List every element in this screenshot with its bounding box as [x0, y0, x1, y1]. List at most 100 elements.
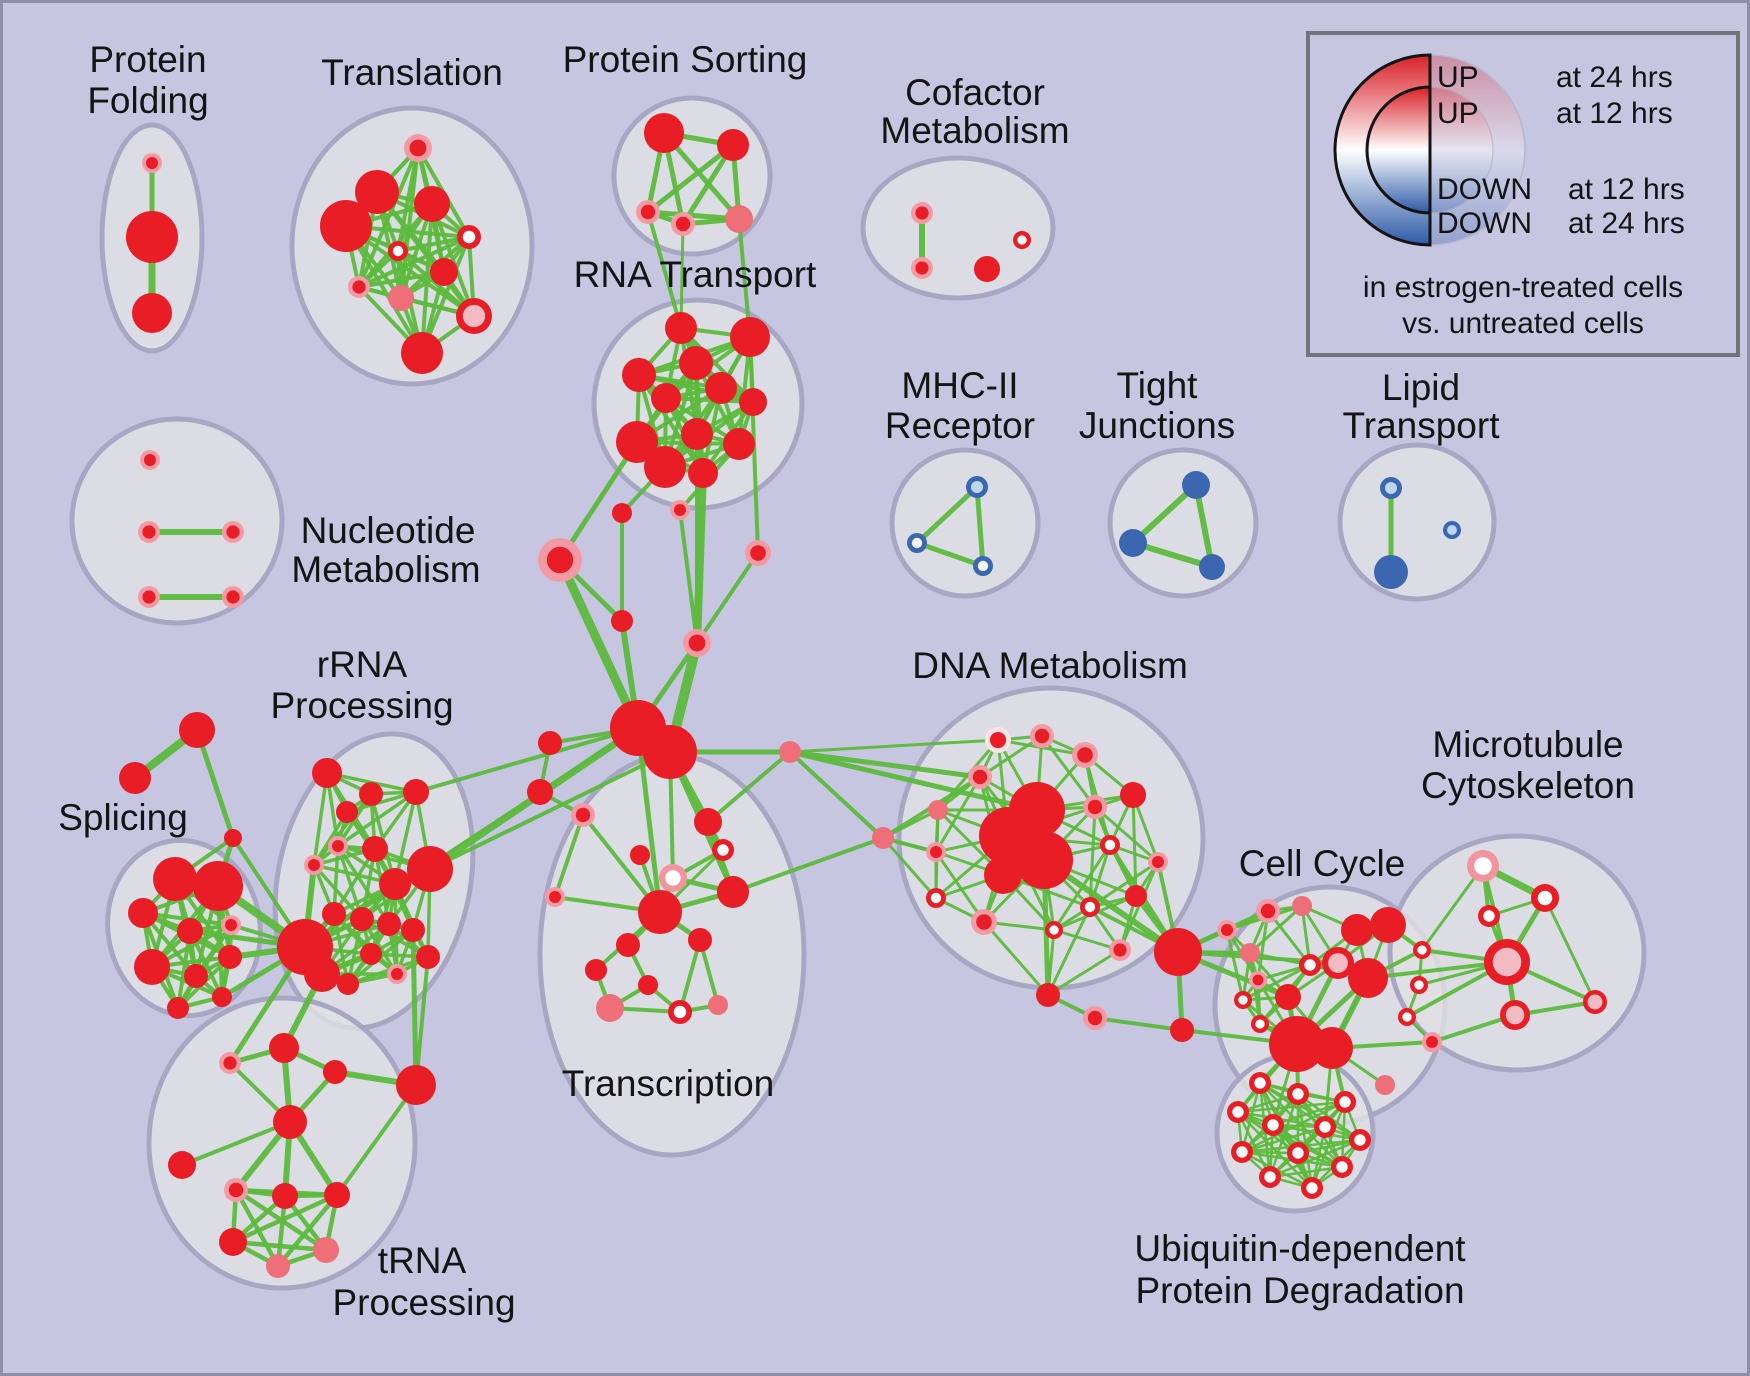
network-edge: [420, 202, 434, 355]
legend: UP at 24 hrs UP at 12 hrs DOWN at 12 hrs DOWN a…: [1306, 31, 1740, 357]
network-node-rt2: [730, 317, 770, 357]
cluster-label-mhc-ii-receptor: MHC-II: [901, 365, 1018, 406]
network-node-rr10: [322, 902, 346, 926]
network-edge: [645, 142, 736, 215]
network-node-center-cc7: [1304, 959, 1316, 971]
network-edge: [637, 373, 755, 404]
legend-time-2: at 12 hrs: [1568, 173, 1685, 206]
legend-direction-3: DOWN: [1437, 207, 1532, 240]
legend-direction-0: UP: [1437, 61, 1479, 94]
network-node-x6: [779, 741, 801, 763]
network-edge: [555, 555, 643, 733]
network-node-tj2: [1119, 529, 1147, 557]
network-node-center-nm4: [142, 590, 156, 604]
network-node-sp4: [177, 918, 203, 944]
network-node-rr3: [403, 779, 429, 805]
network-node-center-ps4: [675, 216, 691, 232]
network-node-tn14: [638, 975, 658, 995]
network-edge: [357, 235, 471, 289]
network-node-center-x3: [750, 545, 766, 561]
network-node-center-lp3: [1447, 525, 1457, 535]
network-node-rt10: [723, 428, 755, 460]
cluster-label-transcription: Transcription: [562, 1063, 774, 1104]
network-node-center-mh2: [911, 537, 923, 549]
network-edge: [428, 750, 672, 871]
network-node-cf3: [974, 256, 1000, 282]
network-node-center-tn16: [673, 1005, 687, 1019]
network-node-cc4: [1370, 907, 1406, 943]
legend-time-3: at 24 hrs: [1568, 207, 1685, 240]
network-node-center-nm3: [226, 525, 240, 539]
network-node-center-ub6: [1319, 1121, 1331, 1133]
network-node-tl11: [401, 332, 443, 374]
network-edge: [336, 790, 418, 848]
network-edge: [1052, 928, 1122, 952]
network-node-cc2: [1292, 896, 1312, 916]
network-node-center-dm23: [1087, 1010, 1103, 1026]
network-node-center-x0: [546, 546, 574, 574]
network-node-rt1: [665, 312, 697, 344]
network-node-center-ub1: [1254, 1077, 1266, 1089]
network-node-center-mt1: [1474, 857, 1492, 875]
cluster-label-dna-metabolism: DNA Metabolism: [912, 645, 1188, 686]
network-edge: [1236, 1110, 1272, 1179]
network-edge: [1258, 1081, 1314, 1190]
network-node-tn15: [596, 994, 624, 1022]
network-node-center-tr1: [223, 1056, 237, 1070]
network-edge: [974, 484, 986, 569]
network-node-rr2: [359, 782, 383, 806]
network-node-center-rr5: [332, 840, 344, 852]
network-node-sp10: [167, 997, 189, 1019]
network-node-center-dm2: [1034, 728, 1050, 744]
network-node-sp8: [218, 945, 242, 969]
network-node-rr9: [407, 846, 453, 892]
network-node-dm24: [1036, 983, 1060, 1007]
network-node-center-ub8: [1236, 1146, 1248, 1158]
network-edge: [706, 750, 792, 824]
network-node-ps5: [725, 205, 753, 233]
network-edge: [357, 270, 446, 289]
network-node-rt6: [651, 383, 681, 413]
network-node-center-mt4: [1492, 947, 1522, 977]
network-node-center-tl8: [352, 280, 366, 294]
network-node-tn10: [638, 890, 682, 934]
network-edge: [414, 726, 640, 794]
network-node-rt5: [705, 372, 737, 404]
legend-time-0: at 24 hrs: [1556, 61, 1673, 94]
network-edge: [1268, 1165, 1344, 1179]
network-edge: [1240, 1125, 1327, 1154]
cluster-label-splicing: Splicing: [58, 797, 188, 838]
network-node-tn4: [694, 808, 722, 836]
network-node-center-cc20: [1426, 1036, 1438, 1048]
network-edge: [787, 749, 1040, 813]
network-edge: [180, 1120, 292, 1167]
network-node-rr11: [350, 907, 374, 931]
cluster-label-trna-processing: tRNA: [378, 1240, 467, 1281]
network-node-tr3: [323, 1060, 347, 1084]
network-node-rr7: [362, 836, 388, 862]
network-edge: [934, 775, 982, 854]
network-node-lp2: [1374, 555, 1408, 589]
network-node-center-mt3: [1483, 910, 1495, 922]
network-node-h2: [643, 725, 697, 779]
network-node-center-tn8: [549, 891, 561, 903]
network-node-center-mh1: [970, 480, 984, 494]
cluster-label-protein-sorting: Protein Sorting: [563, 39, 808, 80]
network-node-center-lp1: [1384, 481, 1398, 495]
network-edge: [1420, 864, 1485, 952]
network-node-ov1: [396, 1065, 436, 1105]
network-node-dm5: [928, 800, 948, 820]
network-node-center-tn5: [717, 844, 729, 856]
network-edge: [194, 727, 236, 841]
network-node-center-dm9: [930, 846, 942, 858]
network-node-center-tl1: [409, 139, 427, 157]
network-node-center-cc5: [1328, 953, 1348, 973]
network-edge: [410, 927, 419, 1088]
network-edge: [679, 222, 685, 330]
network-edge: [695, 551, 760, 645]
network-node-cc11: [1275, 984, 1301, 1010]
network-node-pf2: [126, 211, 178, 263]
network-node-center-cf2: [915, 261, 929, 275]
